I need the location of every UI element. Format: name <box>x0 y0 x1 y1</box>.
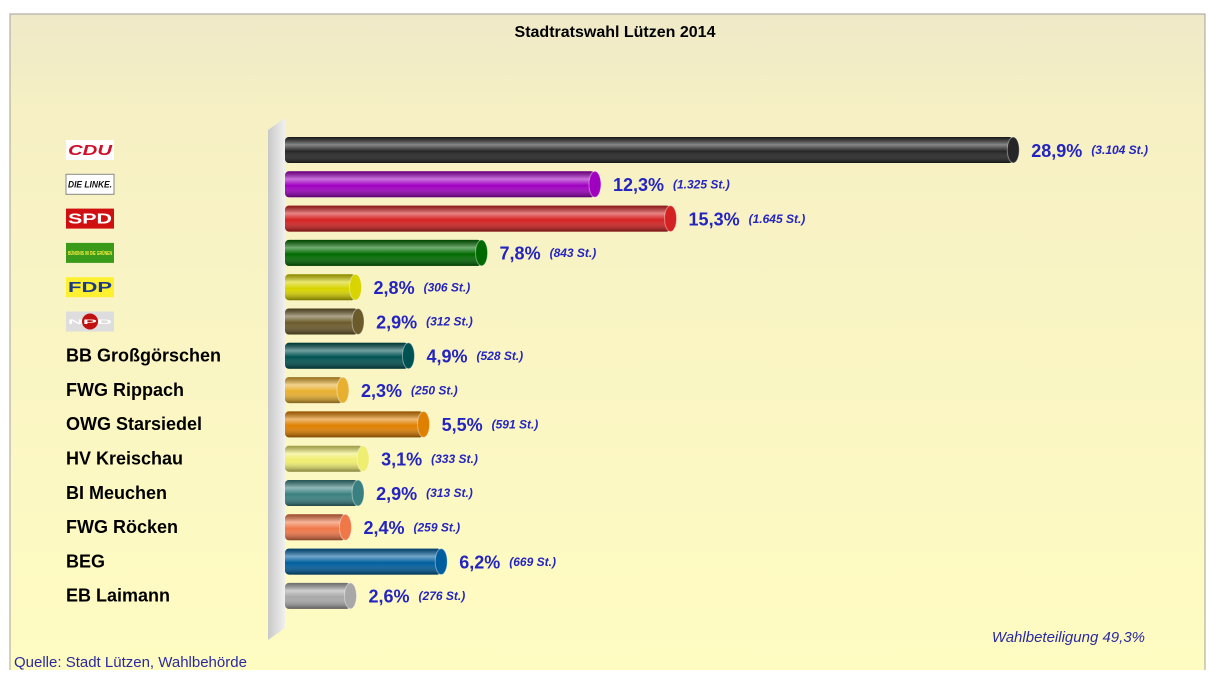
value-label: 2,3% <box>361 381 402 401</box>
party-logo <box>66 140 114 160</box>
bar-cap <box>351 308 365 335</box>
value-label: 6,2% <box>459 552 500 572</box>
value-label: 2,6% <box>369 587 410 607</box>
bar-cap <box>344 582 358 610</box>
bar-shade <box>285 205 671 232</box>
vote-label: (843 St.) <box>550 246 597 260</box>
vote-label: (1.325 St.) <box>673 177 730 191</box>
bar-cap <box>588 170 602 198</box>
party-logo <box>66 242 114 263</box>
logo-circle <box>82 313 98 330</box>
panel <box>9 13 1206 675</box>
bar-cap <box>1006 136 1020 164</box>
bar-shade <box>285 548 442 575</box>
bar-cap <box>434 548 448 576</box>
vote-label: (250 St.) <box>411 383 458 397</box>
bar-shade <box>285 582 351 609</box>
category-label: BÜNDNIS 90 DIE GRÜNEN <box>68 250 112 257</box>
vote-label: (591 St.) <box>492 418 539 432</box>
category-label: BI Meuchen <box>66 483 167 503</box>
annotation: Wahlbeteiligung 49,3% <box>992 629 1145 646</box>
value-label: 2,9% <box>376 312 417 332</box>
category-label: NPD <box>68 320 114 326</box>
vote-label: (3.104 St.) <box>1091 143 1148 157</box>
category-label: BEG <box>66 551 105 571</box>
source: Quelle: Stadt Lützen, Wahlbehörde <box>14 654 247 670</box>
party-logo <box>66 277 114 298</box>
category-label: HV Kreischau <box>66 448 183 468</box>
vote-label: (276 St.) <box>419 589 466 603</box>
party-logo <box>65 173 115 195</box>
vote-label: (528 St.) <box>477 349 524 363</box>
bar-shade <box>285 274 356 301</box>
bar-shade <box>285 308 359 335</box>
bar-shade <box>285 171 595 198</box>
value-label: 15,3% <box>689 209 740 229</box>
bar-cap <box>401 342 415 370</box>
value-label: 28,9% <box>1031 141 1082 161</box>
category-label: EB Laimann <box>66 586 170 606</box>
category-label: FWG Röcken <box>66 517 178 537</box>
value-label: 5,5% <box>442 415 483 435</box>
bar-cap <box>351 479 365 507</box>
vote-label: (306 St.) <box>424 280 471 294</box>
category-label: DIE LINKE. <box>68 180 112 190</box>
bar-cap <box>336 376 350 404</box>
bar-cap <box>664 205 678 233</box>
bar-cap <box>349 273 363 301</box>
category-label: FDP <box>68 279 112 296</box>
bar-shade <box>285 411 424 438</box>
vote-label: (312 St.) <box>426 315 473 329</box>
value-label: 4,9% <box>426 347 467 367</box>
value-label: 2,4% <box>363 518 404 538</box>
bar-shade <box>285 239 482 266</box>
category-label: FWG Rippach <box>66 380 184 400</box>
bar-cap <box>338 513 352 541</box>
value-label: 7,8% <box>500 244 541 264</box>
bar-shade <box>285 342 409 369</box>
bar-shade <box>285 480 359 506</box>
value-label: 12,3% <box>613 175 664 195</box>
vote-label: (313 St.) <box>426 486 473 500</box>
category-label: SPD <box>68 211 112 228</box>
bar-shade <box>285 445 364 472</box>
bar-cap <box>475 239 489 267</box>
value-label: 2,8% <box>374 278 415 298</box>
category-label: OWG Starsiedel <box>66 414 202 434</box>
chart-title: Stadtratswahl Lützen 2014 <box>515 24 716 41</box>
bar-cap <box>417 410 431 438</box>
category-label: CDU <box>68 142 114 159</box>
vote-label: (259 St.) <box>414 520 461 534</box>
value-label: 3,1% <box>381 449 422 469</box>
wall <box>268 118 285 640</box>
vote-label: (1.645 St.) <box>749 212 806 226</box>
bar-shade <box>285 377 343 404</box>
vote-label: (669 St.) <box>509 555 556 569</box>
bar-cap <box>356 445 370 473</box>
party-logo <box>66 208 114 229</box>
value-label: 2,9% <box>376 484 417 504</box>
bar-shade <box>285 137 1014 163</box>
vote-label: (333 St.) <box>431 452 478 466</box>
category-label: BB Großgörschen <box>66 346 221 366</box>
bar-shade <box>285 514 346 541</box>
